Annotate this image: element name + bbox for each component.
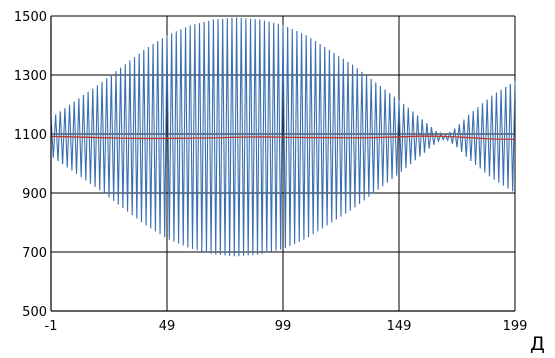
y-tick-label-1: 700	[22, 246, 47, 261]
series-0-line	[50, 17, 516, 257]
x-tick-label-4: 199	[503, 319, 528, 334]
series-1-line	[50, 135, 516, 140]
y-tick-label-2: 900	[22, 187, 47, 202]
y-tick-label-4: 1300	[14, 69, 47, 84]
y-tick-label-0: 500	[22, 305, 47, 320]
x-tick-label-1: 49	[159, 319, 176, 334]
plot-frame	[50, 16, 515, 312]
y-tick-label-3: 1100	[14, 128, 47, 143]
x-tick-label-0: -1	[45, 319, 58, 334]
x-tick-label-2: 99	[275, 319, 292, 334]
series-layer	[50, 17, 516, 257]
x-axis-label: Д	[530, 333, 545, 355]
x-tick-label-3: 149	[387, 319, 412, 334]
y-tick-label-5: 1500	[14, 10, 47, 25]
tick-labels: 500 700 900 1100 1300 1500 -1 49 99 149 199	[14, 10, 528, 334]
